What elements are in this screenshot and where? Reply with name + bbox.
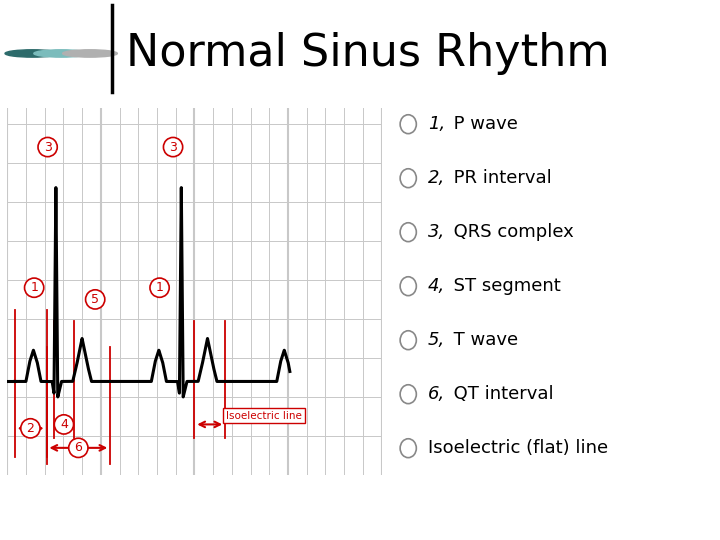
- Text: 3: 3: [44, 140, 52, 153]
- Circle shape: [34, 50, 89, 57]
- Text: 2: 2: [27, 422, 35, 435]
- Text: 4: 4: [60, 418, 68, 431]
- Text: P wave: P wave: [451, 115, 518, 133]
- Text: 1,: 1,: [428, 115, 445, 133]
- Circle shape: [5, 50, 60, 57]
- Text: Isoelectric (flat) line: Isoelectric (flat) line: [428, 439, 608, 457]
- Text: 3,: 3,: [428, 223, 445, 241]
- Text: 4,: 4,: [428, 277, 445, 295]
- Text: 6: 6: [74, 441, 82, 454]
- Text: Normal Sinus Rhythm: Normal Sinus Rhythm: [126, 32, 610, 75]
- Text: 2,: 2,: [428, 169, 445, 187]
- Text: 5: 5: [91, 293, 99, 306]
- Circle shape: [63, 50, 117, 57]
- Text: 1: 1: [30, 281, 38, 294]
- Text: Isoelectric line: Isoelectric line: [226, 410, 302, 421]
- Text: ST segment: ST segment: [451, 277, 561, 295]
- Text: QT interval: QT interval: [451, 385, 554, 403]
- Text: QRS complex: QRS complex: [451, 223, 574, 241]
- Text: 5,: 5,: [428, 331, 445, 349]
- Text: T wave: T wave: [451, 331, 518, 349]
- Text: 1: 1: [156, 281, 163, 294]
- Text: 6,: 6,: [428, 385, 445, 403]
- Text: 3: 3: [169, 140, 177, 153]
- Text: PR interval: PR interval: [451, 169, 552, 187]
